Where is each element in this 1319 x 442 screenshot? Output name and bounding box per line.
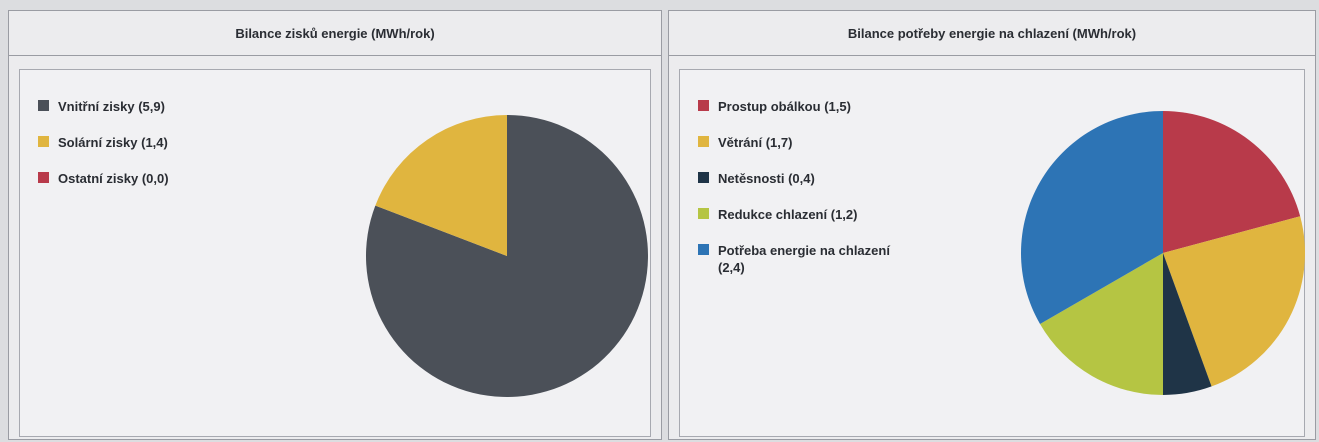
legend-item: Větrání (1,7) bbox=[698, 134, 893, 151]
legend-item: Ostatní zisky (0,0) bbox=[38, 170, 233, 187]
legend-label: Netěsnosti (0,4) bbox=[718, 170, 893, 187]
category-label: Potřeba energie na chlazení bbox=[718, 243, 890, 258]
legend-swatch bbox=[698, 208, 709, 219]
pie-slice bbox=[365, 115, 648, 398]
legend-item: Vnitřní zisky (5,9) bbox=[38, 98, 233, 115]
legend-item: Potřeba energie na chlazení (2,4) bbox=[698, 242, 893, 276]
value-label: (1,4) bbox=[141, 135, 168, 150]
pie bbox=[365, 115, 648, 398]
legend-item: Redukce chlazení (1,2) bbox=[698, 206, 893, 223]
value-label: (2,4) bbox=[718, 260, 745, 275]
legend-swatch bbox=[698, 136, 709, 147]
legend-label: Redukce chlazení (1,2) bbox=[718, 206, 893, 223]
legend-label: Solární zisky (1,4) bbox=[58, 134, 233, 151]
category-label: Ostatní zisky bbox=[58, 171, 139, 186]
pie bbox=[1021, 111, 1305, 395]
panel: Bilance zisků energie (MWh/rok) Vnitřní … bbox=[8, 10, 662, 440]
pie-slice bbox=[1040, 253, 1163, 395]
pie-slice bbox=[1163, 253, 1212, 395]
legend-swatch bbox=[38, 172, 49, 183]
value-label: (5,9) bbox=[138, 99, 165, 114]
value-label: (0,4) bbox=[788, 171, 815, 186]
legend-item: Netěsnosti (0,4) bbox=[698, 170, 893, 187]
legend-swatch bbox=[698, 172, 709, 183]
value-label: (1,5) bbox=[824, 99, 851, 114]
plot-area: Prostup obálkou (1,5) Větrání (1,7) Netěsn… bbox=[679, 69, 1305, 437]
chart-title: Bilance potřeby energie na chlazení (MWh… bbox=[669, 11, 1315, 56]
legend-swatch bbox=[38, 136, 49, 147]
pie-slice bbox=[1163, 111, 1301, 253]
legend: Prostup obálkou (1,5) Větrání (1,7) Netěsn… bbox=[698, 98, 893, 295]
plot-area: Vnitřní zisky (5,9) Solární zisky (1,4) Os… bbox=[19, 69, 651, 437]
legend-swatch bbox=[698, 100, 709, 111]
chart-title: Bilance zisků energie (MWh/rok) bbox=[9, 11, 661, 56]
legend: Vnitřní zisky (5,9) Solární zisky (1,4) Os… bbox=[38, 98, 233, 206]
panel: Bilance potřeby energie na chlazení (MWh… bbox=[668, 10, 1316, 440]
value-label: (1,7) bbox=[765, 135, 793, 150]
category-label: Solární zisky bbox=[58, 135, 138, 150]
category-label: Redukce chlazení bbox=[718, 207, 828, 222]
legend-swatch bbox=[38, 100, 49, 111]
legend-swatch bbox=[698, 244, 709, 255]
value-label: (0,0) bbox=[141, 171, 169, 186]
value-label: (1,2) bbox=[830, 207, 858, 222]
legend-label: Větrání (1,7) bbox=[718, 134, 893, 151]
category-label: Vnitřní zisky bbox=[58, 99, 135, 114]
legend-item: Solární zisky (1,4) bbox=[38, 134, 233, 151]
pie-slice bbox=[375, 115, 507, 256]
category-label: Větrání bbox=[718, 135, 763, 150]
legend-label: Ostatní zisky (0,0) bbox=[58, 170, 233, 187]
category-label: Prostup obálkou bbox=[718, 99, 821, 114]
legend-label: Prostup obálkou (1,5) bbox=[718, 98, 893, 115]
category-label: Netěsnosti bbox=[718, 171, 785, 186]
legend-label: Potřeba energie na chlazení (2,4) bbox=[718, 242, 893, 276]
pie-slice bbox=[1163, 216, 1305, 387]
legend-label: Vnitřní zisky (5,9) bbox=[58, 98, 233, 115]
pie-slice bbox=[1021, 111, 1163, 324]
legend-item: Prostup obálkou (1,5) bbox=[698, 98, 893, 115]
